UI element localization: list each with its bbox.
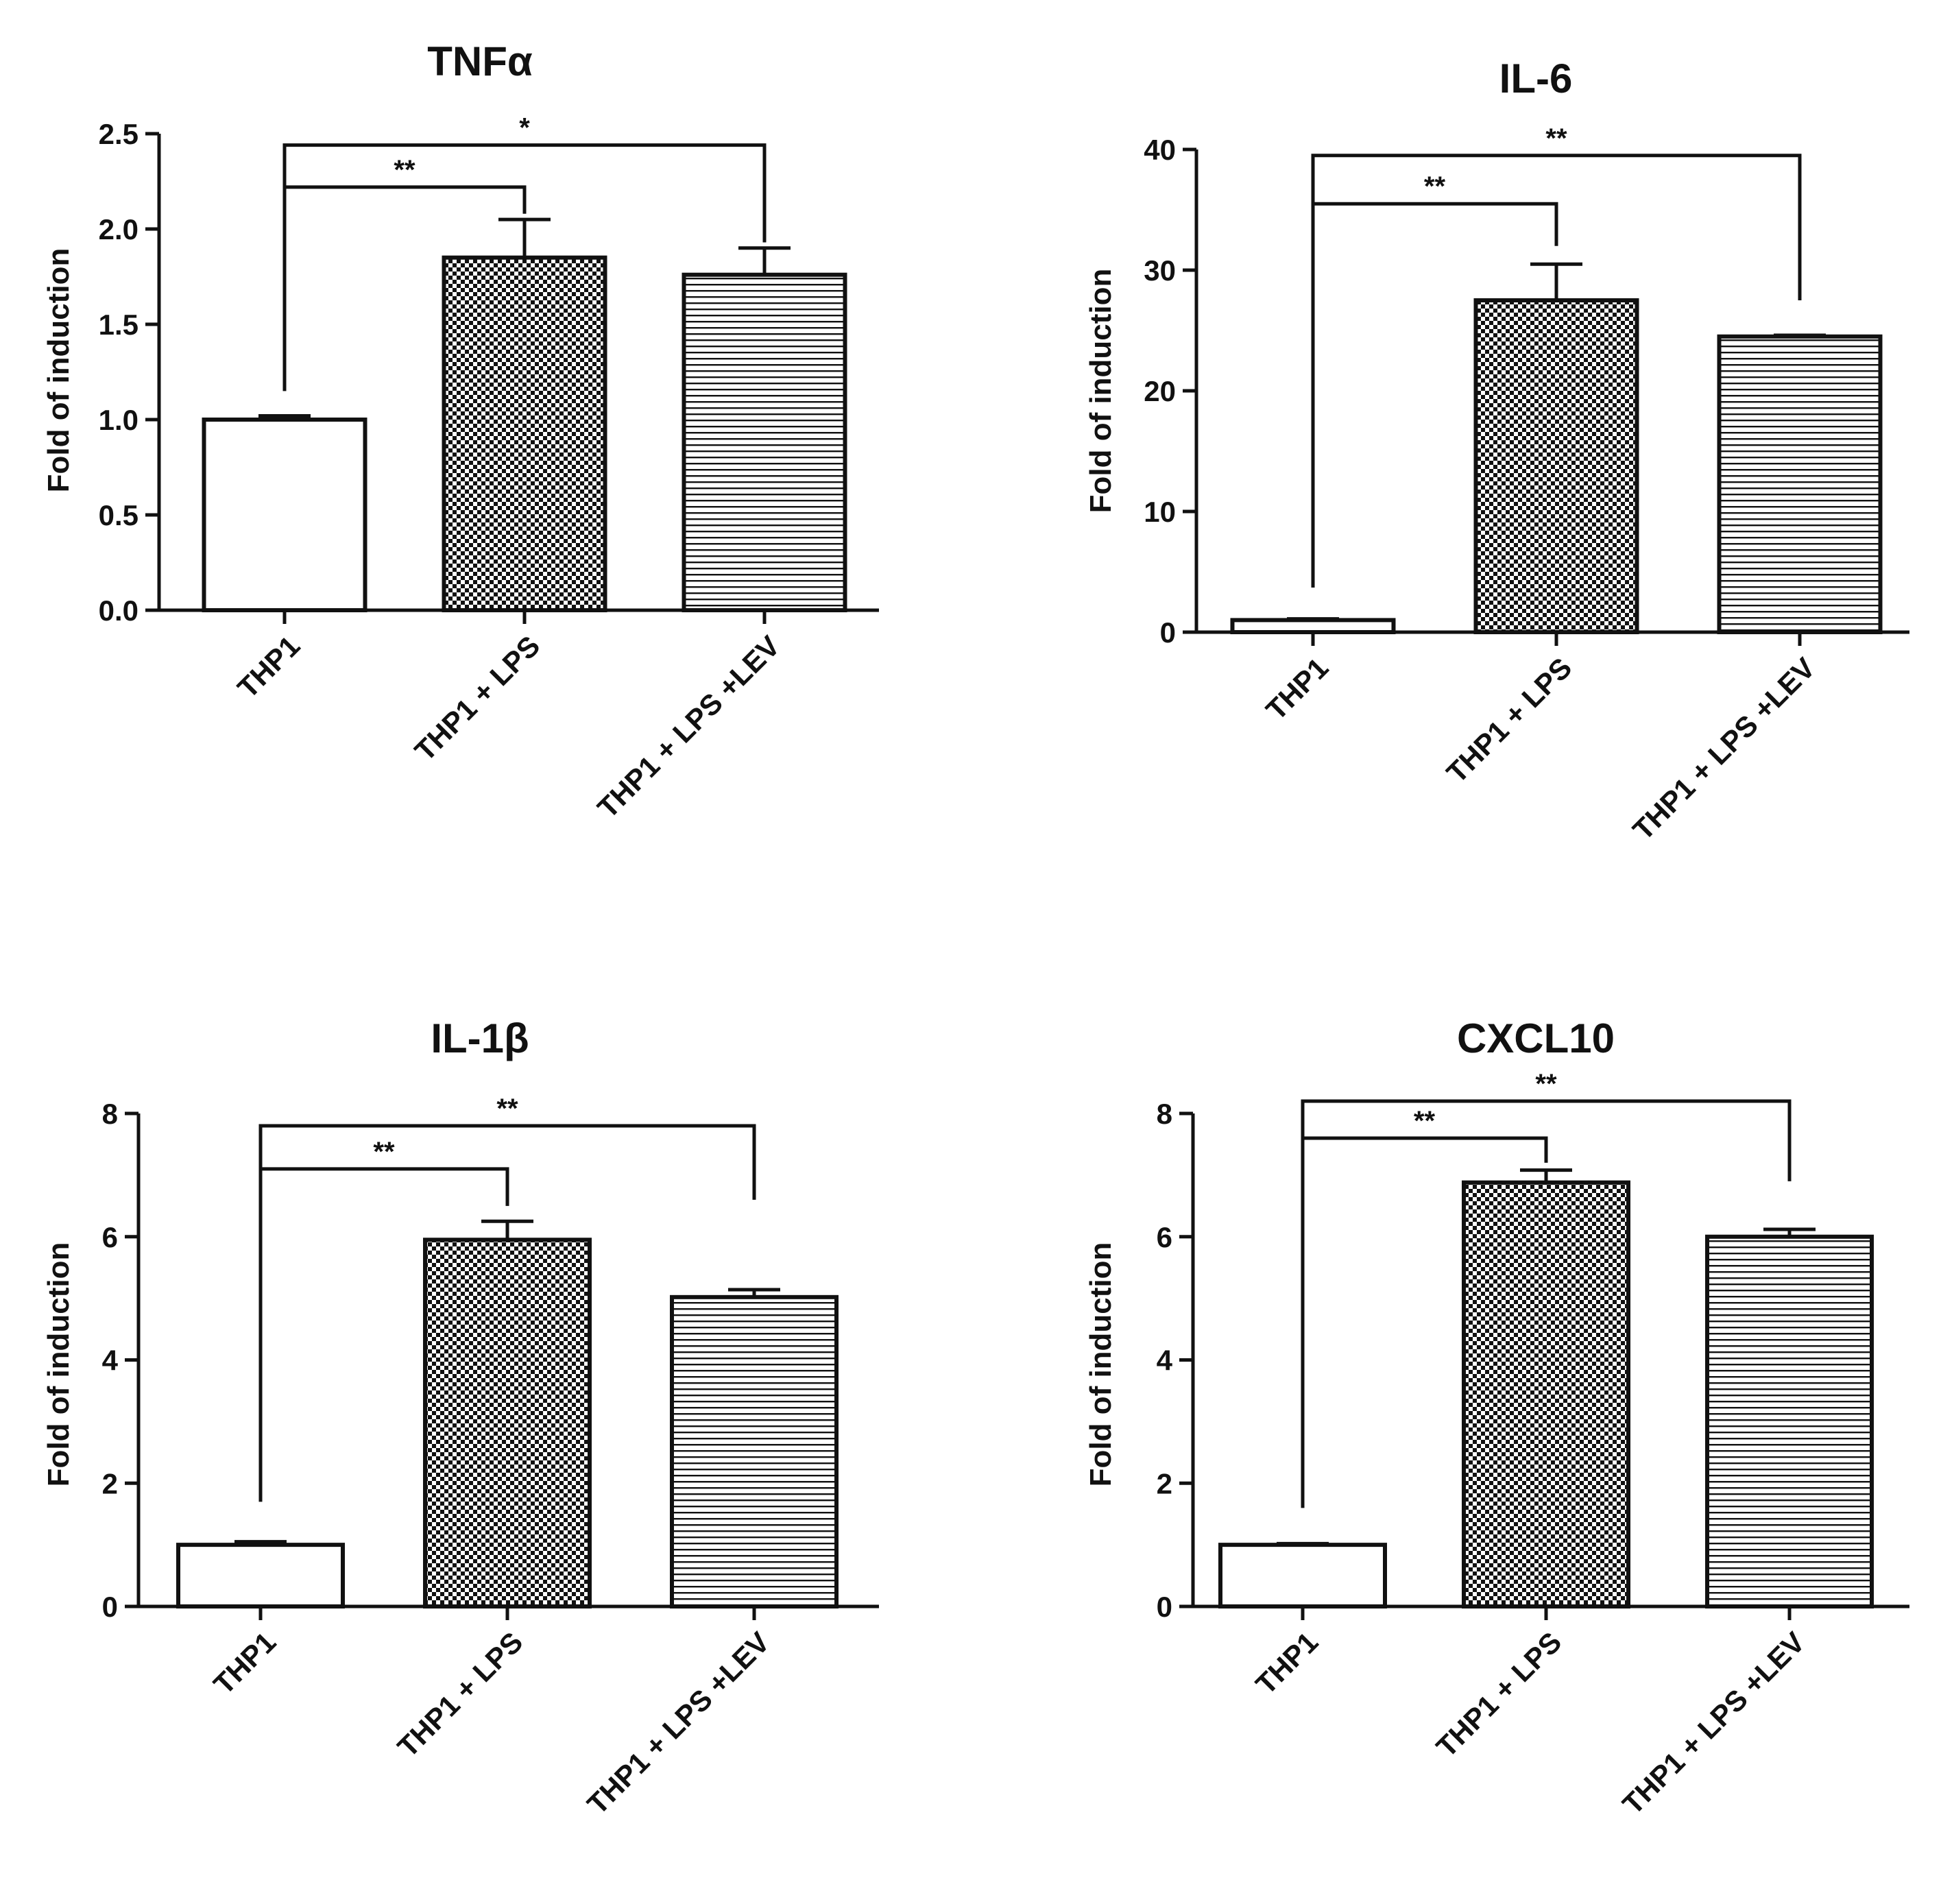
x-category-label: THP1 + LPS +LEV bbox=[591, 629, 786, 824]
chart-title: IL-6 bbox=[1499, 56, 1573, 101]
significance-bracket bbox=[258, 1124, 756, 1502]
chart-panel-il1b: IL-1β Fold of induction 0 2 4 6 8 THP1 T… bbox=[42, 1015, 879, 1820]
y-tick-label: 0.0 bbox=[99, 594, 138, 627]
significance-labels: ** ** bbox=[373, 1094, 518, 1167]
y-tick-labels: 0 2 4 6 8 bbox=[1157, 1098, 1173, 1623]
y-tick-labels: 0 10 20 30 40 bbox=[1144, 134, 1176, 649]
bar bbox=[670, 1294, 839, 1608]
y-tick-label: 0 bbox=[102, 1591, 118, 1623]
significance-labels: ** ** bbox=[1414, 1069, 1557, 1136]
x-category-label: THP1 + LPS +LEV bbox=[1626, 651, 1821, 846]
bar bbox=[202, 418, 367, 612]
y-tick-labels: 0.0 0.5 1.0 1.5 2.0 2.5 bbox=[99, 118, 138, 627]
x-category-labels: THP1 THP1 + LPS THP1 + LPS +LEV bbox=[1249, 1626, 1811, 1820]
x-category-label: THP1 + LPS bbox=[391, 1626, 529, 1763]
significance-bracket bbox=[282, 143, 767, 391]
y-tick-label: 1.0 bbox=[99, 404, 138, 436]
chart-marks bbox=[1183, 147, 1909, 646]
y-tick-labels: 0 2 4 6 8 bbox=[102, 1098, 119, 1623]
y-tick-label: 1.5 bbox=[99, 309, 138, 341]
y-tick-label: 6 bbox=[1157, 1221, 1172, 1253]
bar bbox=[1218, 1543, 1387, 1608]
bar bbox=[423, 1238, 592, 1608]
y-tick-label: 0 bbox=[1157, 1591, 1172, 1623]
y-tick-label: 2.0 bbox=[99, 213, 138, 245]
x-category-label: THP1 + LPS +LEV bbox=[581, 1626, 775, 1820]
significance-labels: ** ** bbox=[1424, 123, 1567, 202]
significance-label: ** bbox=[394, 155, 415, 185]
x-category-label: THP1 + LPS bbox=[1430, 1626, 1568, 1763]
x-category-labels: THP1 THP1 + LPS THP1 + LPS +LEV bbox=[231, 629, 786, 824]
significance-bracket bbox=[1311, 154, 1802, 588]
y-tick-label: 2 bbox=[102, 1467, 118, 1499]
y-tick-label: 0.5 bbox=[99, 499, 138, 531]
x-category-label: THP1 bbox=[1259, 651, 1334, 726]
y-tick-label: 8 bbox=[1157, 1098, 1172, 1130]
y-tick-label: 4 bbox=[102, 1345, 119, 1377]
x-category-label: THP1 + LPS bbox=[1440, 651, 1578, 789]
chart-panel-cxcl10: CXCL10 Fold of induction 0 2 4 6 8 THP1 … bbox=[1084, 1015, 1909, 1820]
chart-title: IL-1β bbox=[431, 1015, 529, 1061]
x-category-label: THP1 bbox=[207, 1626, 282, 1700]
significance-label: ** bbox=[1414, 1106, 1436, 1136]
chart-panel-tnfa: TNFα Fold of induction 0.0 0.5 1.0 1.5 2… bbox=[42, 38, 879, 824]
significance-label: ** bbox=[1535, 1069, 1557, 1099]
y-tick-label: 8 bbox=[102, 1098, 118, 1130]
bar bbox=[1717, 334, 1883, 634]
significance-label: ** bbox=[1545, 123, 1567, 154]
y-tick-label: 10 bbox=[1144, 496, 1176, 528]
y-axis-label: Fold of induction bbox=[42, 1242, 75, 1487]
significance-label: * bbox=[519, 113, 530, 143]
y-tick-label: 30 bbox=[1144, 254, 1176, 287]
y-tick-label: 40 bbox=[1144, 134, 1176, 166]
y-tick-label: 2.5 bbox=[99, 118, 138, 150]
x-category-label: THP1 + LPS bbox=[409, 629, 546, 767]
y-axis-label: Fold of induction bbox=[42, 248, 75, 493]
significance-bracket bbox=[1301, 1099, 1792, 1508]
bar bbox=[682, 272, 847, 612]
bar bbox=[1705, 1234, 1874, 1608]
y-axis-label: Fold of induction bbox=[1084, 1242, 1118, 1487]
chart-title: TNFα bbox=[427, 38, 533, 84]
significance-label: ** bbox=[373, 1137, 395, 1167]
chart-marks bbox=[125, 1111, 879, 1620]
bar bbox=[1230, 618, 1396, 635]
bar bbox=[1462, 1180, 1630, 1609]
y-tick-label: 2 bbox=[1157, 1467, 1172, 1499]
y-tick-label: 6 bbox=[102, 1221, 118, 1253]
bar bbox=[176, 1543, 345, 1608]
significance-labels: ** * bbox=[394, 113, 530, 185]
chart-panel-il6: IL-6 Fold of induction 0 10 20 30 40 THP… bbox=[1084, 56, 1909, 846]
chart-title: CXCL10 bbox=[1457, 1015, 1615, 1061]
x-category-label: THP1 bbox=[1249, 1626, 1324, 1700]
y-axis-label: Fold of induction bbox=[1084, 269, 1118, 514]
y-tick-label: 20 bbox=[1144, 375, 1176, 407]
y-tick-label: 4 bbox=[1157, 1345, 1173, 1377]
significance-label: ** bbox=[1424, 171, 1446, 202]
bar bbox=[1473, 298, 1639, 634]
significance-label: ** bbox=[496, 1094, 518, 1124]
x-category-labels: THP1 THP1 + LPS THP1 + LPS +LEV bbox=[207, 1626, 775, 1820]
chart-marks bbox=[1179, 1099, 1909, 1620]
chart-marks bbox=[145, 132, 879, 624]
y-tick-label: 0 bbox=[1160, 616, 1176, 649]
x-category-label: THP1 bbox=[231, 629, 306, 704]
x-category-label: THP1 + LPS +LEV bbox=[1616, 1626, 1811, 1820]
x-category-labels: THP1 THP1 + LPS THP1 + LPS +LEV bbox=[1259, 651, 1821, 846]
bar bbox=[442, 255, 607, 612]
